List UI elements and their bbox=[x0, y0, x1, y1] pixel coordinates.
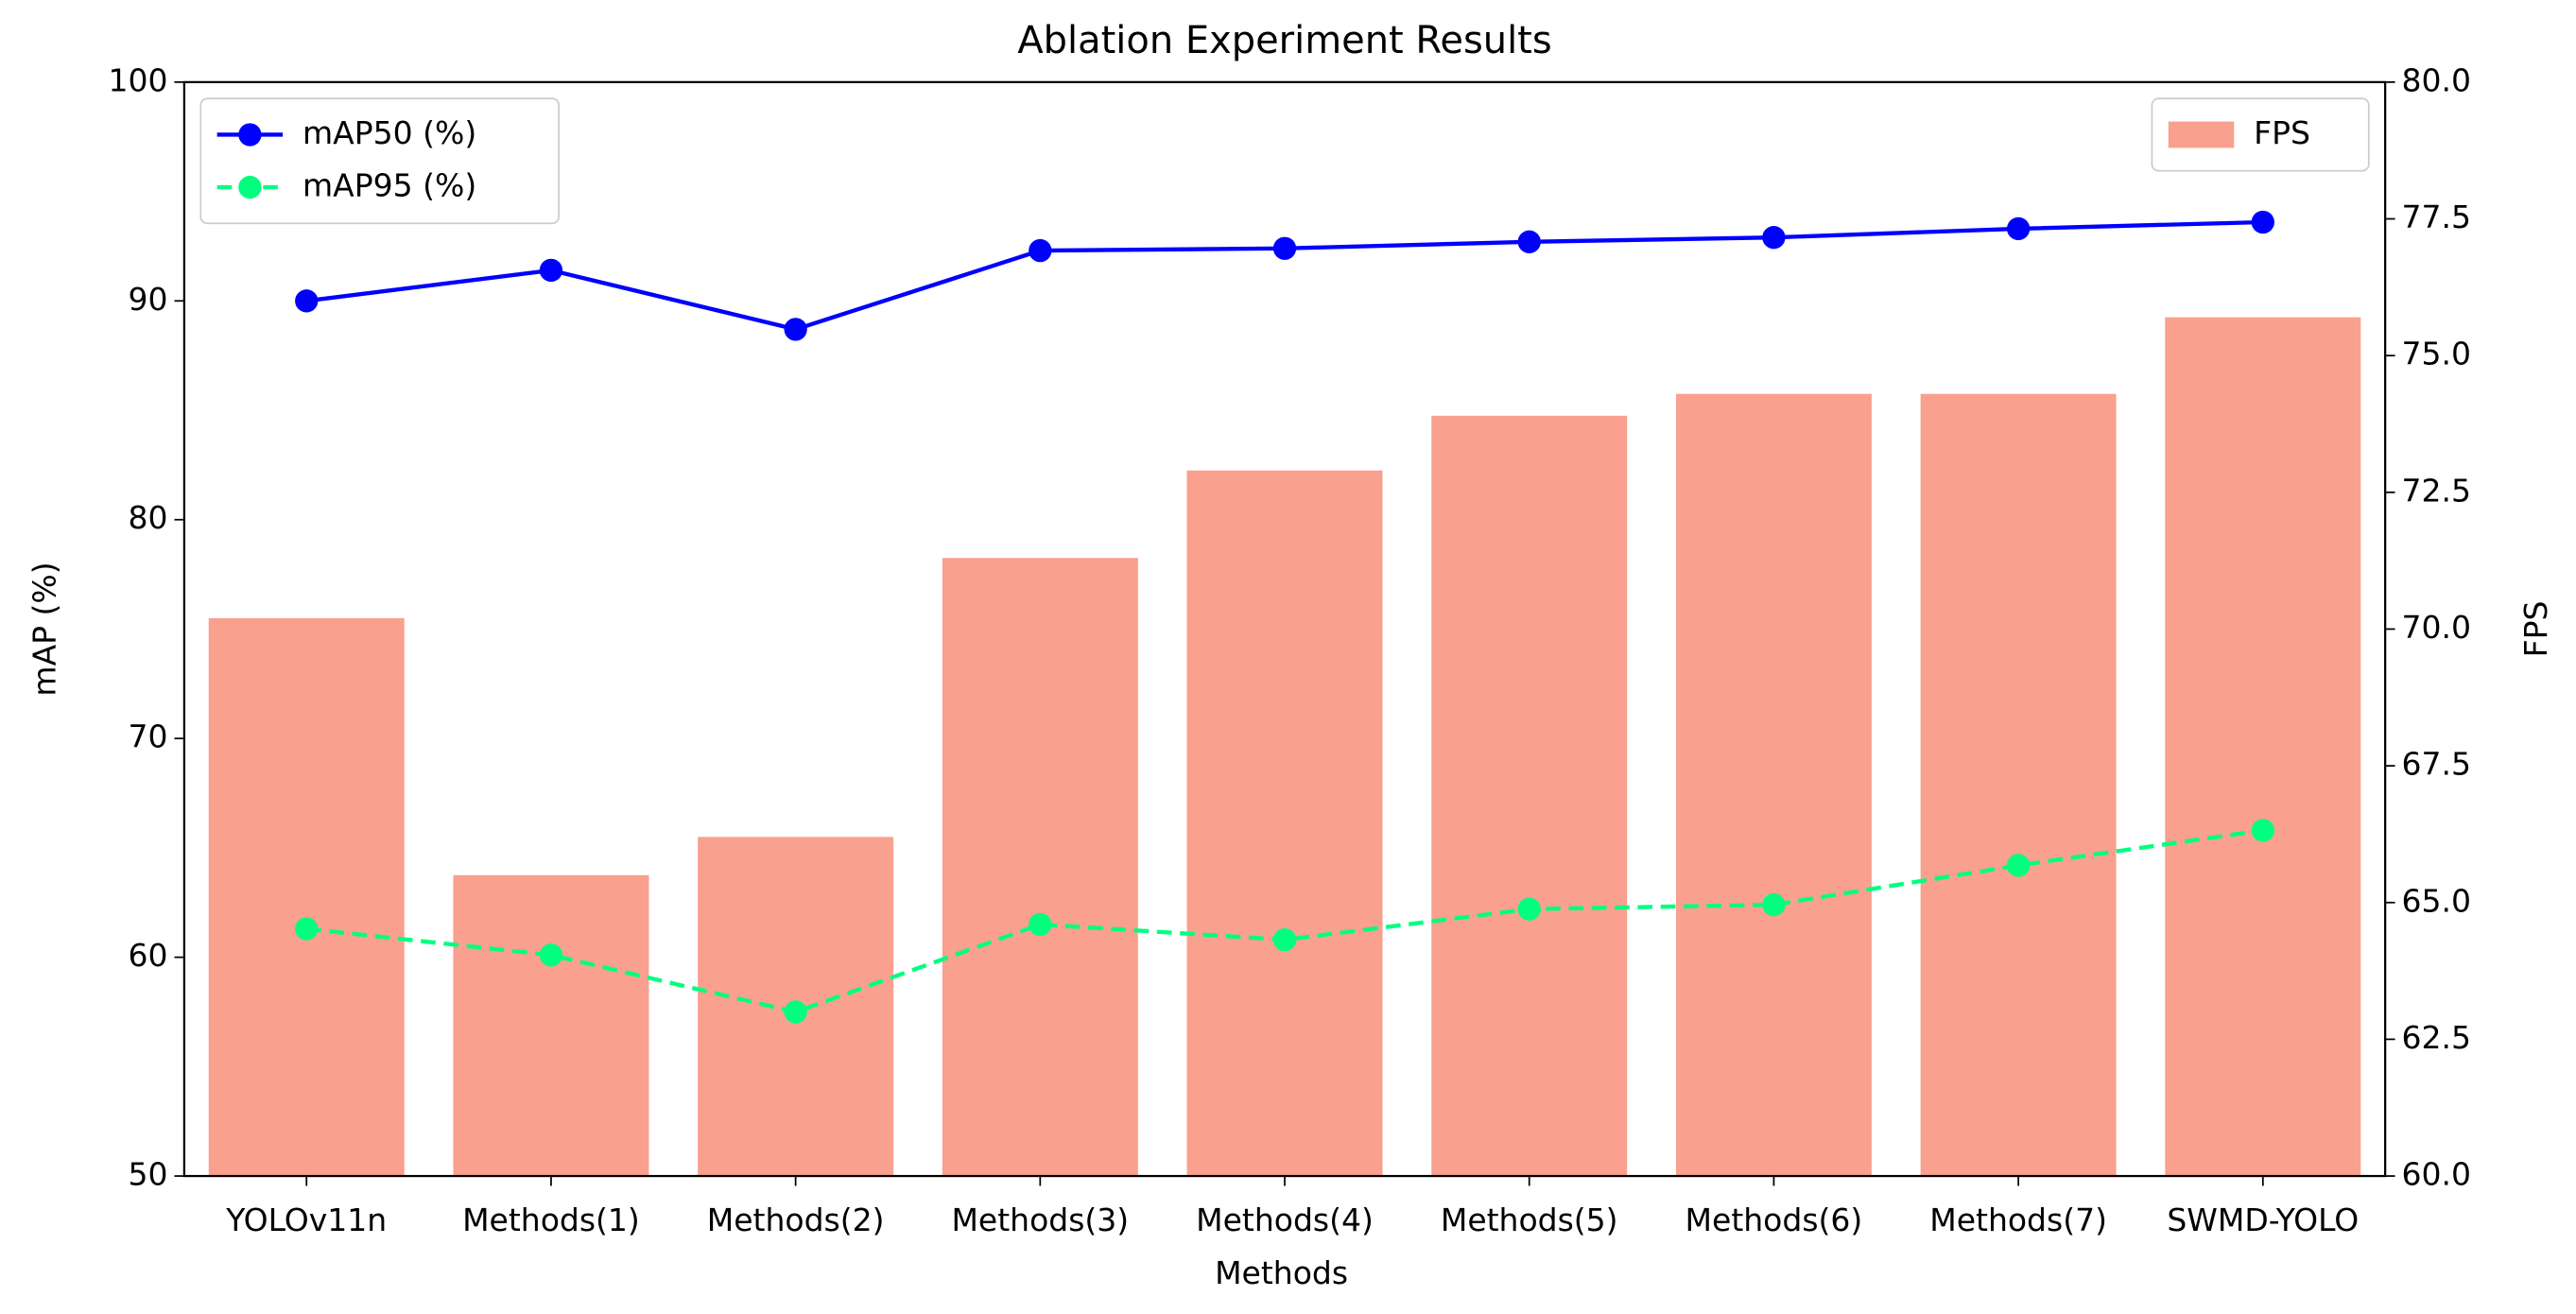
marker bbox=[1762, 226, 1786, 250]
legend-box bbox=[199, 97, 560, 225]
marker bbox=[2006, 854, 2031, 877]
bar bbox=[453, 874, 649, 1177]
x-tick-label: SWMD-YOLO bbox=[2167, 1202, 2359, 1238]
y2-tick-label: 80.0 bbox=[2402, 61, 2471, 98]
y-tick-label: 90 bbox=[129, 281, 168, 318]
bar bbox=[208, 617, 405, 1177]
marker bbox=[784, 318, 807, 341]
x-axis-label: Methods bbox=[1215, 1254, 1348, 1291]
x-tick-label: Methods(4) bbox=[1196, 1202, 1374, 1238]
y-tick-label: 60 bbox=[129, 937, 168, 974]
marker bbox=[1517, 897, 1541, 921]
marker bbox=[295, 289, 319, 313]
y2-tick-label: 62.5 bbox=[2402, 1019, 2471, 1056]
marker bbox=[1029, 238, 1052, 263]
x-tick-label: Methods(6) bbox=[1686, 1202, 1863, 1238]
bar bbox=[942, 558, 1138, 1177]
marker bbox=[1272, 927, 1297, 952]
legend-label: FPS bbox=[2254, 114, 2310, 151]
marker bbox=[2251, 210, 2274, 234]
bar bbox=[2165, 317, 2361, 1177]
y2-tick-label: 72.5 bbox=[2402, 472, 2471, 509]
y2-tick-label: 70.0 bbox=[2402, 609, 2471, 646]
legend: mAP50 (%) mAP95 (%) bbox=[199, 97, 560, 225]
y2-tick-label: 65.0 bbox=[2402, 882, 2471, 919]
marker bbox=[1762, 892, 1786, 917]
legend-label: mAP95 (%) bbox=[303, 167, 476, 204]
marker bbox=[539, 258, 563, 283]
bar bbox=[1920, 393, 2117, 1177]
bar bbox=[1675, 393, 1872, 1177]
legend-marker bbox=[238, 175, 262, 199]
x-tick-label: Methods(2) bbox=[707, 1202, 885, 1238]
y-axis-label: mAP (%) bbox=[26, 562, 62, 696]
x-tick-label: Methods(1) bbox=[462, 1202, 640, 1238]
y2-tick-label: 77.5 bbox=[2402, 199, 2471, 235]
marker bbox=[539, 943, 563, 967]
legend: FPS bbox=[2151, 97, 2370, 172]
bar bbox=[1431, 415, 1628, 1177]
x-tick-label: YOLOv11n bbox=[225, 1202, 387, 1238]
y-tick-label: 70 bbox=[129, 718, 168, 755]
marker bbox=[295, 917, 319, 941]
y2-tick-label: 67.5 bbox=[2402, 746, 2471, 783]
legend-box bbox=[2151, 97, 2370, 172]
y2-axis-label: FPS bbox=[2517, 601, 2554, 658]
y-tick-label: 50 bbox=[129, 1156, 168, 1193]
chart-title: Ablation Experiment Results bbox=[1017, 19, 1551, 62]
marker bbox=[1517, 230, 1541, 253]
y2-tick-label: 75.0 bbox=[2402, 336, 2471, 372]
legend-swatch bbox=[2168, 121, 2235, 148]
x-tick-label: Methods(5) bbox=[1441, 1202, 1618, 1238]
y2-tick-label: 60.0 bbox=[2402, 1156, 2471, 1193]
marker bbox=[1029, 912, 1052, 937]
y-tick-label: 100 bbox=[109, 61, 168, 98]
bar bbox=[1186, 470, 1383, 1177]
marker bbox=[784, 1000, 807, 1024]
legend-label: mAP50 (%) bbox=[303, 114, 476, 151]
x-tick-label: Methods(7) bbox=[1929, 1202, 2107, 1238]
marker bbox=[2006, 216, 2031, 241]
marker bbox=[2251, 819, 2274, 842]
marker bbox=[1272, 236, 1297, 260]
legend-marker bbox=[238, 123, 262, 147]
y-tick-label: 80 bbox=[129, 499, 168, 536]
x-tick-label: Methods(3) bbox=[951, 1202, 1129, 1238]
